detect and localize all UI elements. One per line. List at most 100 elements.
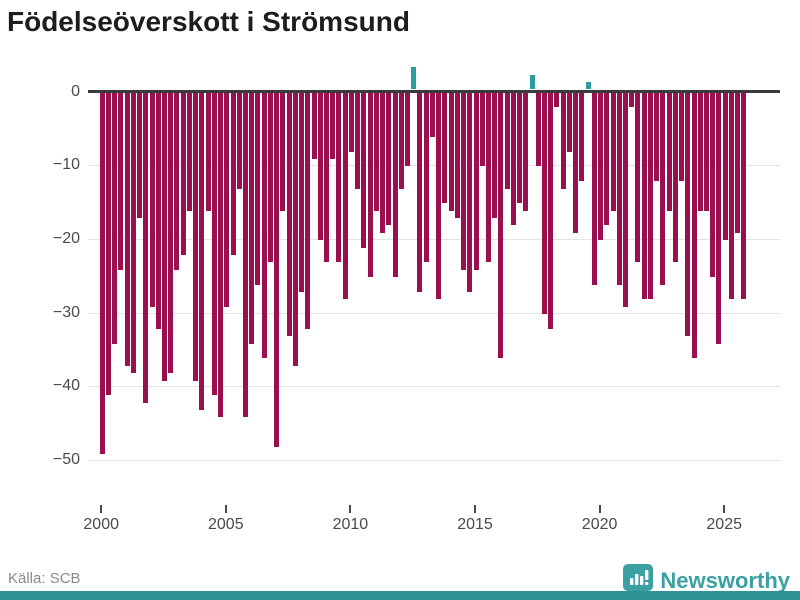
bar-negative	[467, 92, 473, 292]
bar-negative	[454, 92, 460, 219]
bar-negative	[230, 92, 236, 255]
bar-negative	[286, 92, 292, 337]
bar-negative	[355, 92, 361, 189]
brand-name: Newsworthy	[660, 567, 790, 593]
bar-negative	[697, 92, 703, 211]
x-axis-label: 2020	[581, 516, 618, 533]
bar-negative	[218, 92, 224, 418]
bar-negative	[554, 92, 560, 108]
x-axis-tick	[224, 505, 227, 513]
bar-negative	[105, 92, 111, 396]
y-axis-label: −30	[52, 303, 80, 321]
bar-negative	[616, 92, 622, 285]
bar-negative	[373, 92, 379, 211]
bar-negative	[168, 92, 174, 374]
x-axis-label: 2025	[706, 516, 742, 533]
bar-negative	[149, 92, 155, 307]
bar-negative	[629, 92, 635, 108]
bar-negative	[174, 92, 180, 270]
y-axis-label: 0	[71, 83, 80, 100]
bar-negative	[330, 92, 336, 159]
bar-negative	[728, 92, 734, 300]
bar-negative	[573, 92, 579, 233]
bar-negative	[741, 92, 747, 300]
bar-negative	[504, 92, 510, 189]
bar-negative	[560, 92, 566, 189]
bar-negative	[130, 92, 136, 374]
bar-negative	[292, 92, 298, 366]
bar-negative	[124, 92, 130, 366]
bar-negative	[317, 92, 323, 241]
bar-negative	[193, 92, 199, 381]
bar-negative	[404, 92, 410, 167]
bar-negative	[299, 92, 305, 292]
bar-negative	[523, 92, 529, 211]
x-axis-label: 2010	[332, 516, 369, 533]
x-axis-label: 2005	[208, 516, 244, 533]
bar-negative	[380, 92, 386, 233]
bar-negative	[579, 92, 585, 182]
gridline	[88, 460, 780, 462]
bar-negative	[311, 92, 317, 159]
bar-negative	[566, 92, 572, 152]
bar-negative	[485, 92, 491, 263]
bar-negative	[623, 92, 629, 307]
bar-negative	[429, 92, 435, 137]
zero-line	[88, 90, 780, 93]
bar-negative	[99, 92, 105, 455]
bar-negative	[498, 92, 504, 359]
bar-negative	[666, 92, 672, 211]
bar-negative	[604, 92, 610, 226]
bar-negative	[461, 92, 467, 270]
bar-negative	[143, 92, 149, 403]
x-axis-tick	[598, 505, 601, 513]
y-axis-label: −20	[52, 229, 80, 247]
bar-negative	[267, 92, 273, 263]
bar-negative	[679, 92, 685, 182]
bar-negative	[591, 92, 597, 285]
bar-negative	[242, 92, 248, 418]
source-label: Källa: SCB	[8, 570, 81, 587]
bar-negative	[342, 92, 348, 300]
bar-negative	[386, 92, 392, 226]
bar-negative	[635, 92, 641, 263]
bar-negative	[685, 92, 691, 337]
bar-negative	[236, 92, 242, 189]
bar-positive	[529, 74, 535, 90]
bar-negative	[716, 92, 722, 344]
bar-negative	[535, 92, 541, 167]
bar-negative	[199, 92, 205, 411]
bar-negative	[155, 92, 161, 329]
gridline	[88, 312, 780, 314]
bar-negative	[479, 92, 485, 167]
bar-negative	[112, 92, 118, 344]
bar-negative	[660, 92, 666, 285]
bar-negative	[280, 92, 286, 211]
bar-negative	[598, 92, 604, 241]
bar-negative	[710, 92, 716, 278]
bar-negative	[442, 92, 448, 204]
bar-negative	[691, 92, 697, 359]
bar-positive	[411, 67, 417, 90]
bar-negative	[367, 92, 373, 278]
bar-negative	[647, 92, 653, 300]
bar-negative	[224, 92, 230, 307]
x-axis-tick	[723, 505, 726, 513]
y-axis-label: −50	[52, 451, 80, 469]
bar-negative	[261, 92, 267, 359]
bar-negative	[274, 92, 280, 448]
x-axis-tick	[100, 505, 103, 513]
bar-negative	[255, 92, 261, 285]
bar-negative	[517, 92, 523, 204]
footer-accent-bar	[0, 591, 800, 600]
bar-negative	[423, 92, 429, 263]
bar-negative	[211, 92, 217, 396]
bar-negative	[249, 92, 255, 344]
bar-negative	[672, 92, 678, 263]
y-axis-label: −40	[52, 377, 80, 395]
y-axis-label: −10	[52, 155, 80, 173]
bar-negative	[305, 92, 311, 329]
gridline	[88, 386, 780, 388]
bar-negative	[473, 92, 479, 270]
